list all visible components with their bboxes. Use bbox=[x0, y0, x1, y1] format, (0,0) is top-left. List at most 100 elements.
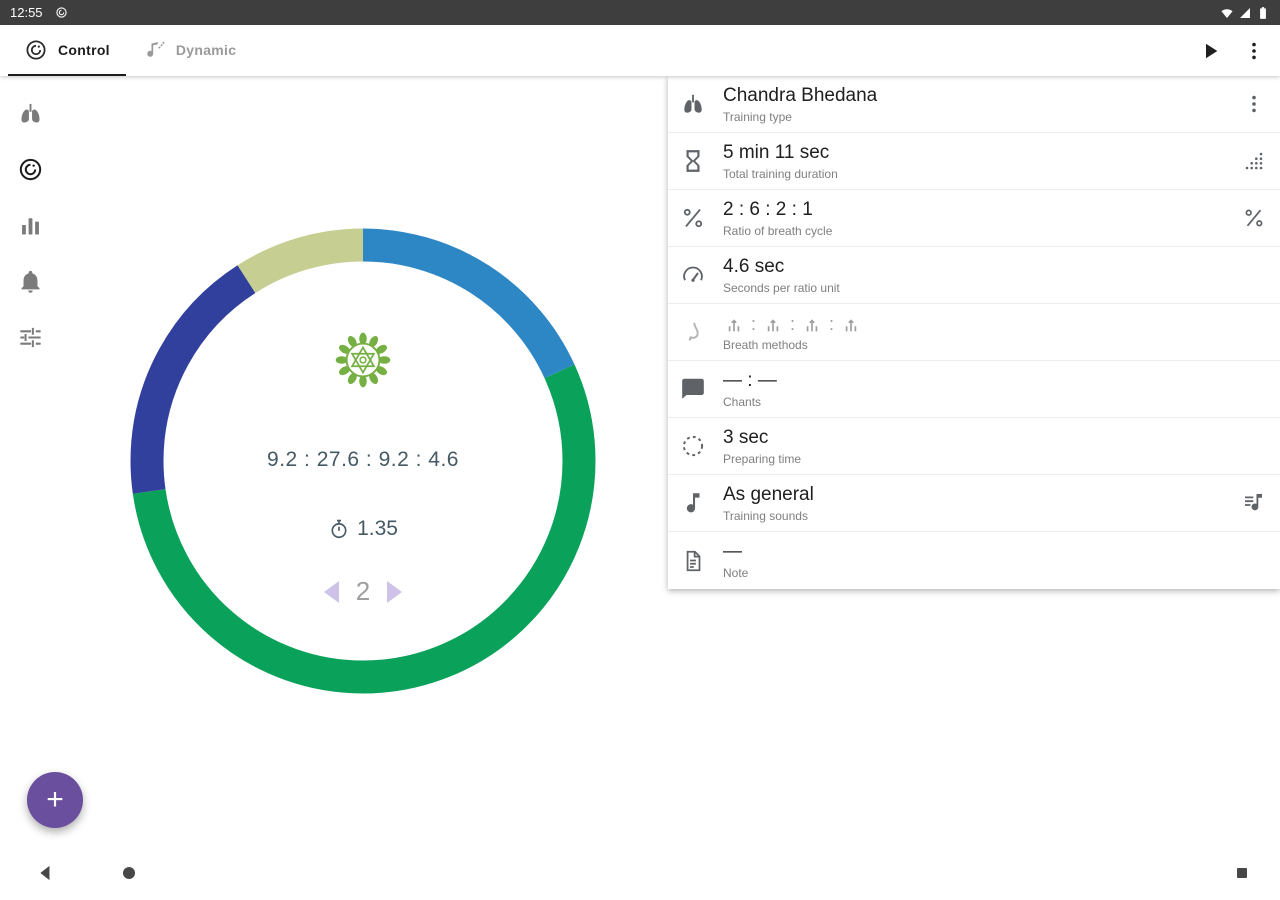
row-text: : : : Breath methods bbox=[723, 313, 1280, 352]
chat-icon bbox=[680, 376, 706, 402]
row-label: Total training duration bbox=[723, 166, 838, 181]
separator: : bbox=[790, 313, 796, 334]
prepare-icon bbox=[680, 433, 706, 459]
tab-control[interactable]: Control bbox=[8, 25, 126, 76]
row-value: Chandra Bhedana bbox=[723, 84, 878, 106]
play-button[interactable] bbox=[1198, 39, 1222, 63]
back-button[interactable] bbox=[36, 863, 55, 882]
notification-icon bbox=[55, 6, 68, 19]
cycle-number: 2 bbox=[355, 576, 371, 606]
row-label: Ratio of breath cycle bbox=[723, 223, 833, 238]
row-text: Chandra Bhedana Training type bbox=[723, 85, 1242, 124]
plus-icon: + bbox=[46, 783, 64, 816]
lungs-icon bbox=[17, 103, 44, 131]
separator: : bbox=[751, 313, 757, 334]
breath-method-icon bbox=[840, 313, 862, 335]
ratio-icon bbox=[680, 205, 706, 231]
ratio-icon[interactable] bbox=[1242, 206, 1266, 230]
sidebar-item-lungs[interactable] bbox=[17, 100, 44, 127]
overflow-menu-button[interactable] bbox=[1242, 39, 1266, 63]
navigation-bar bbox=[0, 845, 1280, 900]
cycle-ratio-text: 9.2 : 27.6 : 9.2 : 4.6 bbox=[267, 448, 459, 471]
sidebar-item-tune[interactable] bbox=[17, 324, 44, 351]
row-duration[interactable]: 5 min 11 sec Total training duration bbox=[668, 133, 1280, 190]
hourglass-icon bbox=[680, 148, 706, 174]
bell-icon bbox=[17, 270, 44, 299]
row-note[interactable]: — Note bbox=[668, 532, 1280, 589]
row-seconds-per-unit[interactable]: 4.6 sec Seconds per ratio unit bbox=[668, 247, 1280, 304]
row-text: 3 sec Preparing time bbox=[723, 427, 1280, 466]
row-chants[interactable]: — : — Chants bbox=[668, 361, 1280, 418]
breath-method-icon bbox=[801, 313, 823, 335]
sidebar-item-chart[interactable] bbox=[17, 212, 44, 239]
steps-icon[interactable] bbox=[1242, 149, 1266, 173]
row-value: 4.6 sec bbox=[723, 255, 785, 277]
more-vert-icon[interactable] bbox=[1242, 92, 1266, 116]
next-cycle-button[interactable] bbox=[387, 580, 403, 603]
row-value: : : : bbox=[723, 313, 1280, 335]
row-label: Preparing time bbox=[723, 451, 802, 466]
wifi-icon bbox=[1220, 6, 1234, 20]
breath-method-icon bbox=[762, 313, 784, 335]
battery-icon bbox=[1256, 6, 1270, 20]
row-text: 5 min 11 sec Total training duration bbox=[723, 142, 1242, 181]
row-text: — : — Chants bbox=[723, 370, 1280, 409]
row-label: Note bbox=[723, 566, 749, 580]
row-text: 2 : 6 : 2 : 1 Ratio of breath cycle bbox=[723, 199, 1242, 238]
row-label: Training sounds bbox=[723, 508, 808, 523]
sidebar bbox=[0, 76, 60, 845]
row-training-type[interactable]: Chandra Bhedana Training type bbox=[668, 76, 1280, 133]
app-logo-icon bbox=[24, 38, 48, 62]
details-card: Chandra Bhedana Training type 5 min 11 sec… bbox=[668, 76, 1280, 589]
row-breath-methods[interactable]: : : : Breath methods bbox=[668, 304, 1280, 361]
row-value: — : — bbox=[723, 369, 777, 391]
donut-chart bbox=[130, 228, 596, 694]
stopwatch-icon bbox=[328, 518, 350, 540]
row-text: — Note bbox=[723, 541, 1280, 580]
row-label: Breath methods bbox=[723, 337, 808, 352]
nose-icon bbox=[680, 319, 706, 345]
sidebar-item-bell[interactable] bbox=[17, 268, 44, 295]
tune-icon bbox=[17, 327, 44, 355]
status-bar: 12:55 bbox=[0, 0, 1280, 25]
tab-dynamic[interactable]: Dynamic bbox=[126, 25, 252, 76]
dynamic-note-icon bbox=[142, 38, 166, 62]
tab-control-label: Control bbox=[58, 41, 110, 58]
row-value: As general bbox=[723, 483, 814, 505]
doc-icon bbox=[680, 548, 706, 574]
music-icon bbox=[680, 490, 706, 516]
row-preparing-time[interactable]: 3 sec Preparing time bbox=[668, 418, 1280, 475]
row-value: 5 min 11 sec bbox=[723, 141, 830, 163]
row-label: Chants bbox=[723, 394, 762, 409]
separator: : bbox=[829, 313, 835, 334]
prev-cycle-button[interactable] bbox=[323, 580, 339, 603]
toolbar-actions bbox=[1198, 25, 1280, 76]
cycle-navigation: 2 bbox=[130, 576, 596, 607]
sound-list-icon[interactable] bbox=[1242, 491, 1266, 515]
add-training-button[interactable]: + bbox=[27, 772, 83, 828]
lungs-icon bbox=[680, 91, 706, 117]
breath-method-icon bbox=[723, 313, 745, 335]
row-text: As general Training sounds bbox=[723, 484, 1242, 523]
breath-cycle-ring: 9.2 : 27.6 : 9.2 : 4.6 1.35 2 bbox=[130, 228, 596, 694]
home-button[interactable] bbox=[120, 864, 138, 882]
tab-dynamic-label: Dynamic bbox=[175, 41, 237, 58]
timer-row: 1.35 bbox=[130, 517, 596, 541]
chakra-icon bbox=[334, 331, 392, 389]
row-text: 4.6 sec Seconds per ratio unit bbox=[723, 256, 1280, 295]
row-ratio[interactable]: 2 : 6 : 2 : 1 Ratio of breath cycle bbox=[668, 190, 1280, 247]
recents-button[interactable] bbox=[1234, 865, 1250, 881]
status-icons bbox=[1220, 6, 1270, 20]
chart-icon bbox=[17, 218, 44, 243]
app-logo-icon bbox=[17, 158, 44, 187]
status-time: 12:55 bbox=[10, 5, 43, 20]
row-value: 2 : 6 : 2 : 1 bbox=[723, 198, 813, 220]
toolbar: Control Dynamic bbox=[0, 25, 1280, 76]
speed-icon bbox=[680, 262, 706, 288]
row-label: Seconds per ratio unit bbox=[723, 280, 840, 295]
row-label: Training type bbox=[723, 109, 792, 124]
row-training-sounds[interactable]: As general Training sounds bbox=[668, 475, 1280, 532]
sidebar-item-control[interactable] bbox=[17, 156, 44, 183]
signal-icon bbox=[1238, 6, 1252, 20]
